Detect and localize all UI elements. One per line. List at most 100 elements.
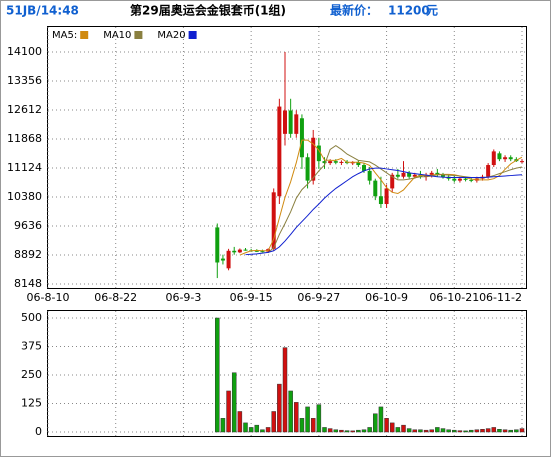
y-tick-label: 11868	[7, 132, 42, 145]
volume-bar	[231, 372, 237, 433]
price-frame	[47, 26, 527, 289]
x-tick-label: 06-8-10	[27, 291, 70, 304]
volume-bar	[361, 429, 367, 433]
candle-body	[243, 249, 248, 251]
volume-bar	[485, 428, 491, 433]
legend-label: MA10	[103, 30, 131, 41]
y-tick-label: 13356	[7, 74, 42, 87]
volume-bar	[406, 428, 412, 433]
candle-body	[232, 250, 237, 253]
y-tick-label: 14100	[7, 45, 42, 58]
candle-body	[373, 180, 378, 197]
y-tick-label: 8892	[14, 248, 42, 261]
candle-body	[378, 196, 383, 205]
volume-bar	[497, 429, 502, 433]
volume-tick-label: 125	[21, 397, 42, 410]
volume-bar	[429, 429, 434, 433]
price: 11200	[388, 4, 430, 18]
candle-body	[237, 249, 242, 253]
legend-label: MA20	[157, 30, 185, 41]
y-tick-label: 8148	[14, 277, 42, 290]
volume-bar	[322, 427, 327, 433]
candle-body	[333, 161, 338, 163]
candle-body	[508, 157, 513, 160]
y-tick-label: 11124	[7, 161, 42, 174]
volume-bar	[316, 404, 322, 433]
candle-body	[299, 118, 304, 158]
volume-bar	[389, 422, 395, 433]
candle-body	[260, 251, 265, 253]
legend-swatch	[80, 31, 89, 39]
volume-bar	[423, 429, 429, 433]
candle-body	[435, 172, 440, 175]
x-tick-label: 06-9-15	[230, 291, 273, 304]
ma-line	[239, 139, 523, 256]
candle-body	[283, 110, 287, 134]
volume-bar	[373, 413, 378, 433]
volume-bar	[435, 427, 440, 433]
candle-body	[390, 174, 395, 189]
price-label: 最新价：	[330, 3, 378, 18]
volume-bar	[401, 424, 406, 433]
volume-bar	[350, 430, 355, 433]
volume-bar	[384, 418, 389, 433]
candle-body	[220, 258, 225, 261]
legend-swatch	[188, 31, 197, 39]
candle-body	[311, 137, 316, 181]
volume-bar	[480, 429, 485, 433]
volume-bar	[514, 429, 519, 433]
y-tick-label: 12612	[7, 103, 42, 116]
y-tick-label: 9636	[14, 219, 42, 232]
volume-bar	[463, 430, 468, 433]
x-tick-label: 06-9-27	[297, 291, 340, 304]
volume-bar	[282, 347, 288, 433]
x-tick-label: 06-10-21	[429, 291, 479, 304]
volume-bar	[519, 428, 525, 433]
price-unit: 元	[426, 4, 438, 18]
volume-bar	[226, 390, 231, 433]
candle-body	[362, 165, 366, 171]
candle-body	[367, 170, 372, 181]
volume-bar	[299, 418, 305, 433]
volume-bar	[457, 430, 463, 433]
volume-bar	[327, 428, 333, 433]
candle-body	[226, 250, 231, 269]
volume-bar	[220, 418, 226, 433]
candle-body	[503, 157, 508, 160]
volume-bar	[277, 383, 282, 433]
volume-bar	[378, 406, 384, 433]
candle-body	[395, 174, 400, 177]
title: 第29届奥运会金银套币(1组)	[130, 3, 286, 18]
volume-bar	[215, 317, 220, 433]
volume-bar	[310, 418, 316, 433]
candle-body	[401, 172, 406, 177]
volume-bar	[294, 402, 299, 433]
volume-bar	[271, 411, 276, 433]
candle-body	[497, 153, 502, 160]
volume-bar	[333, 429, 339, 433]
volume-bar	[339, 429, 344, 433]
volume-bar	[468, 429, 474, 433]
candle-body	[520, 161, 524, 163]
x-tick-label: 06-9-3	[165, 291, 201, 304]
volume-bar	[305, 406, 310, 433]
code: 51JB/14:48	[6, 4, 79, 18]
volume-bar	[491, 427, 497, 433]
candle-body	[384, 188, 389, 205]
volume-tick-label: 250	[21, 368, 42, 381]
candle-body	[277, 106, 282, 197]
candle-body	[441, 174, 445, 177]
candle-body	[463, 178, 468, 180]
x-tick-label: 06-11-2	[479, 291, 522, 304]
volume-bar	[395, 427, 401, 433]
candle-body	[407, 172, 412, 177]
volume-tick-label: 500	[21, 311, 42, 324]
volume-bar	[248, 427, 254, 433]
volume-bar	[508, 429, 513, 433]
volume-bar	[418, 429, 423, 433]
candle-body	[305, 157, 310, 181]
candle-body	[356, 162, 361, 166]
legend-label: MA5:	[52, 30, 77, 41]
